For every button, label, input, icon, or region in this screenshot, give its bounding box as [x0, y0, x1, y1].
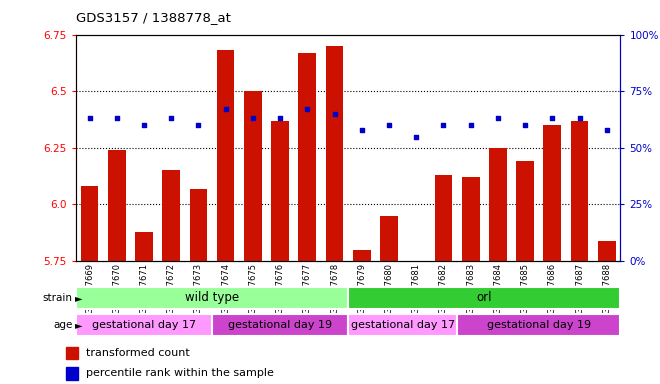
Bar — [489, 148, 507, 261]
Bar — [66, 347, 78, 359]
Bar — [571, 121, 589, 261]
Bar — [108, 150, 125, 261]
Point — [547, 115, 558, 121]
Text: GDS3157 / 1388778_at: GDS3157 / 1388778_at — [76, 12, 231, 25]
Bar — [76, 314, 212, 336]
Point — [139, 122, 149, 128]
Point — [248, 115, 258, 121]
Text: gestational day 17: gestational day 17 — [350, 320, 455, 330]
Bar — [325, 46, 343, 261]
Bar — [162, 170, 180, 261]
Point — [383, 122, 394, 128]
Point — [275, 115, 285, 121]
Bar — [298, 53, 316, 261]
Bar — [244, 91, 262, 261]
Text: gestational day 17: gestational day 17 — [92, 320, 196, 330]
Bar — [353, 250, 371, 261]
Point — [411, 134, 422, 140]
Bar — [380, 216, 398, 261]
Point — [166, 115, 176, 121]
Text: ►: ► — [75, 293, 82, 303]
Point — [112, 115, 122, 121]
Bar — [212, 314, 348, 336]
Text: percentile rank within the sample: percentile rank within the sample — [86, 368, 274, 378]
Bar — [81, 186, 98, 261]
Bar — [216, 50, 234, 261]
Bar — [348, 287, 620, 309]
Point — [329, 111, 340, 117]
Bar — [434, 175, 452, 261]
Text: strain: strain — [43, 293, 73, 303]
Text: gestational day 19: gestational day 19 — [486, 320, 591, 330]
Point — [465, 122, 476, 128]
Point — [220, 106, 231, 113]
Bar — [348, 314, 457, 336]
Point — [302, 106, 313, 113]
Text: wild type: wild type — [185, 291, 239, 305]
Text: age: age — [53, 320, 73, 330]
Bar — [189, 189, 207, 261]
Point — [84, 115, 95, 121]
Bar — [462, 177, 480, 261]
Point — [193, 122, 204, 128]
Bar — [457, 314, 620, 336]
Point — [438, 122, 449, 128]
Bar — [271, 121, 289, 261]
Bar — [76, 287, 348, 309]
Text: ►: ► — [75, 320, 82, 330]
Text: transformed count: transformed count — [86, 348, 189, 358]
Bar — [516, 161, 534, 261]
Text: gestational day 19: gestational day 19 — [228, 320, 332, 330]
Bar — [66, 367, 78, 379]
Point — [574, 115, 585, 121]
Point — [601, 127, 612, 133]
Bar — [543, 125, 561, 261]
Bar — [407, 261, 425, 263]
Bar — [598, 241, 616, 261]
Point — [492, 115, 503, 121]
Bar — [135, 232, 153, 261]
Point — [520, 122, 531, 128]
Point — [356, 127, 367, 133]
Text: orl: orl — [477, 291, 492, 305]
